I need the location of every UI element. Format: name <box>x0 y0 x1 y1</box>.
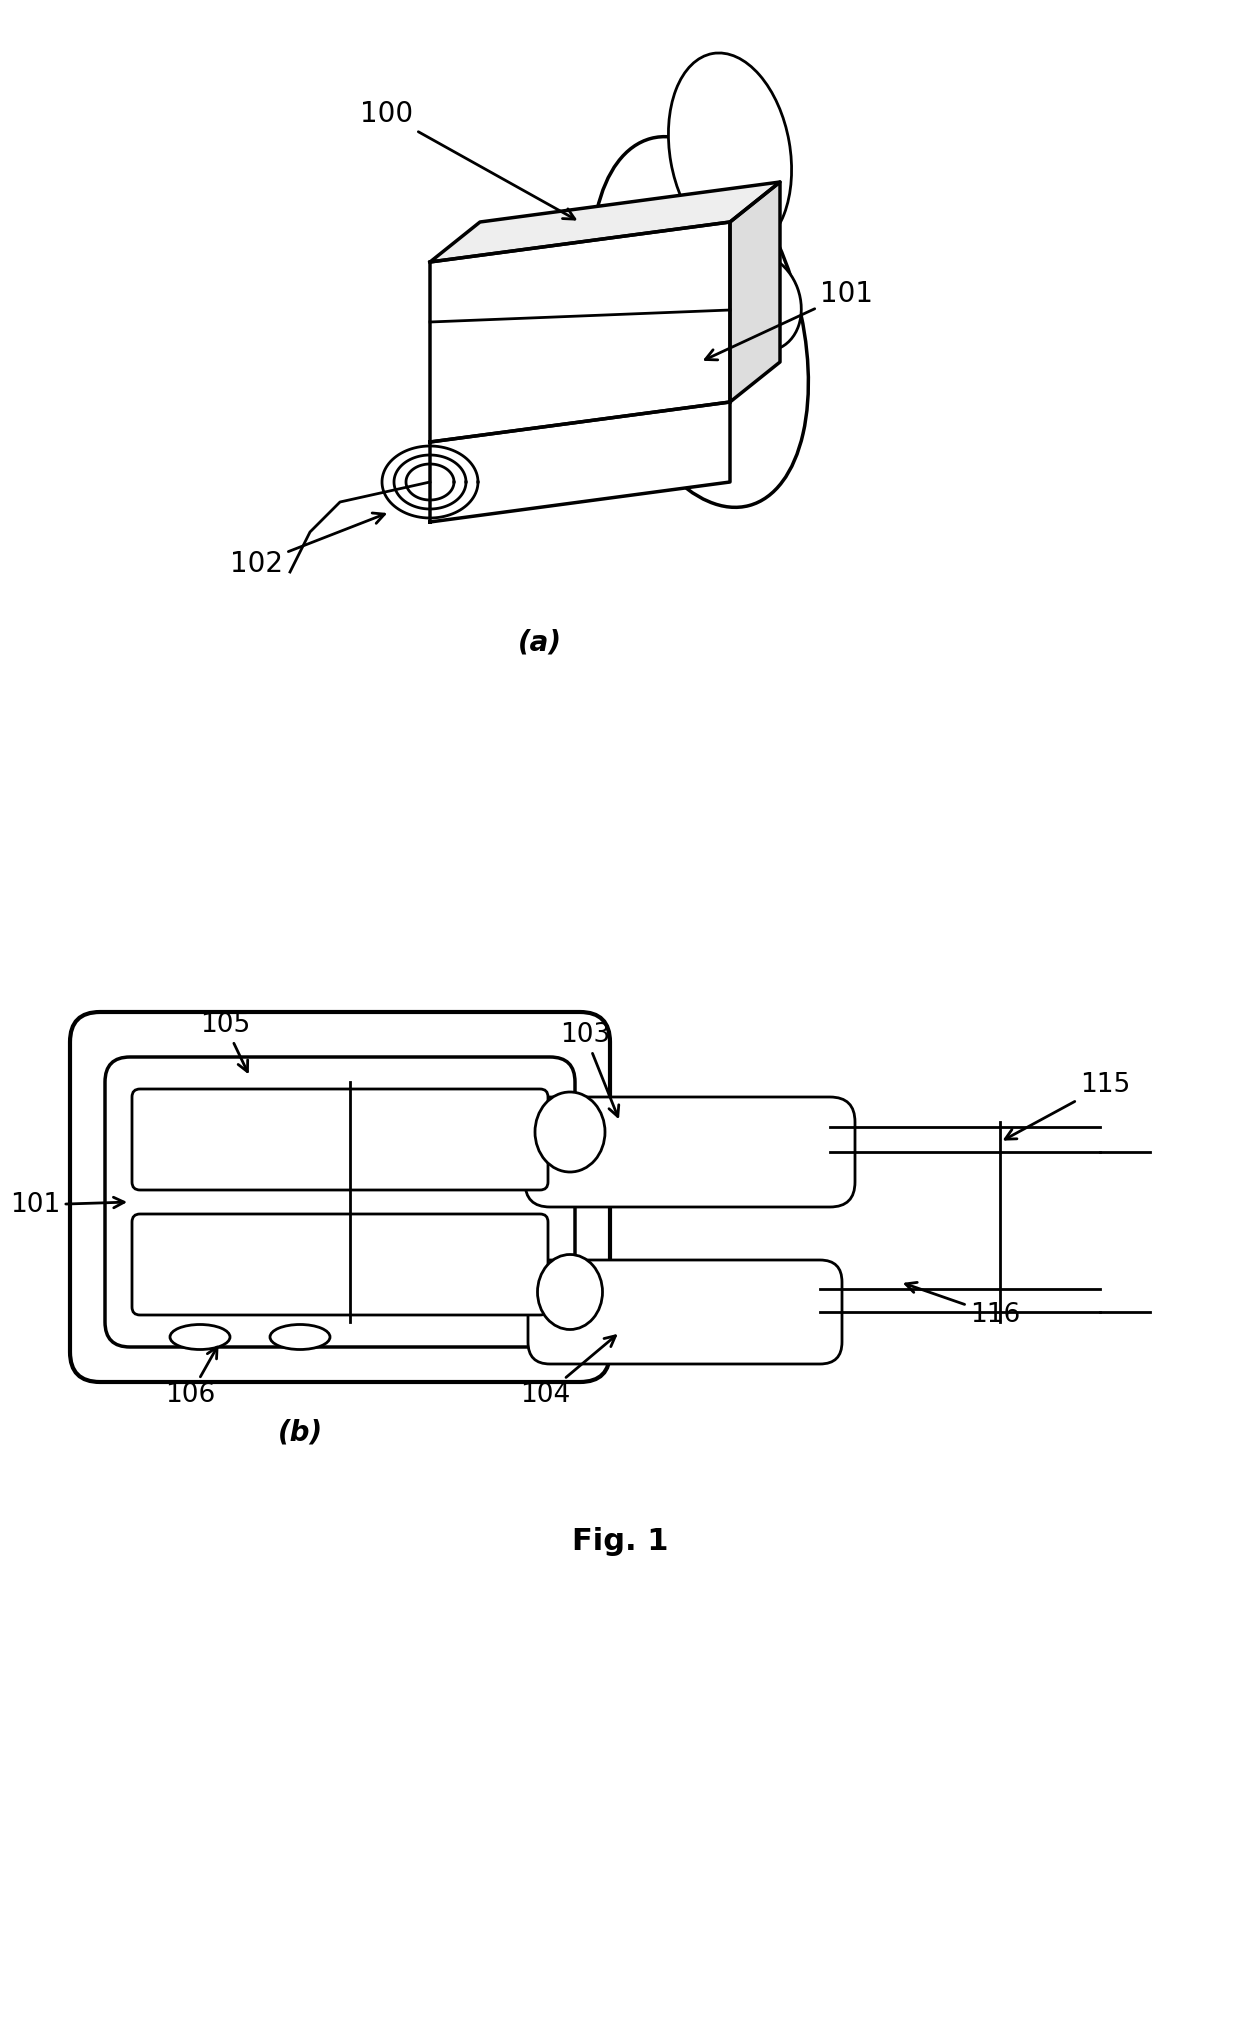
Polygon shape <box>730 182 780 402</box>
Text: (a): (a) <box>518 629 562 655</box>
Text: (b): (b) <box>278 1417 322 1446</box>
Text: 106: 106 <box>165 1347 217 1407</box>
Ellipse shape <box>270 1324 330 1349</box>
Text: 101: 101 <box>10 1193 124 1217</box>
Text: 116: 116 <box>905 1282 1021 1328</box>
FancyBboxPatch shape <box>131 1090 548 1191</box>
FancyBboxPatch shape <box>525 1098 856 1207</box>
Text: 115: 115 <box>1006 1072 1130 1138</box>
FancyBboxPatch shape <box>528 1260 842 1365</box>
Text: 100: 100 <box>360 99 575 218</box>
Text: 105: 105 <box>200 1011 250 1072</box>
Polygon shape <box>430 182 780 263</box>
FancyBboxPatch shape <box>105 1058 575 1347</box>
Text: 104: 104 <box>520 1337 615 1407</box>
FancyBboxPatch shape <box>131 1213 548 1314</box>
Ellipse shape <box>170 1324 229 1349</box>
Polygon shape <box>430 402 730 522</box>
Ellipse shape <box>719 253 801 352</box>
Text: 102: 102 <box>229 514 384 578</box>
Text: 103: 103 <box>560 1021 619 1116</box>
Ellipse shape <box>537 1254 603 1330</box>
Ellipse shape <box>668 53 791 251</box>
Ellipse shape <box>534 1092 605 1173</box>
Text: 101: 101 <box>706 279 873 360</box>
Polygon shape <box>430 222 730 443</box>
Ellipse shape <box>591 137 808 508</box>
Text: Fig. 1: Fig. 1 <box>572 1527 668 1557</box>
